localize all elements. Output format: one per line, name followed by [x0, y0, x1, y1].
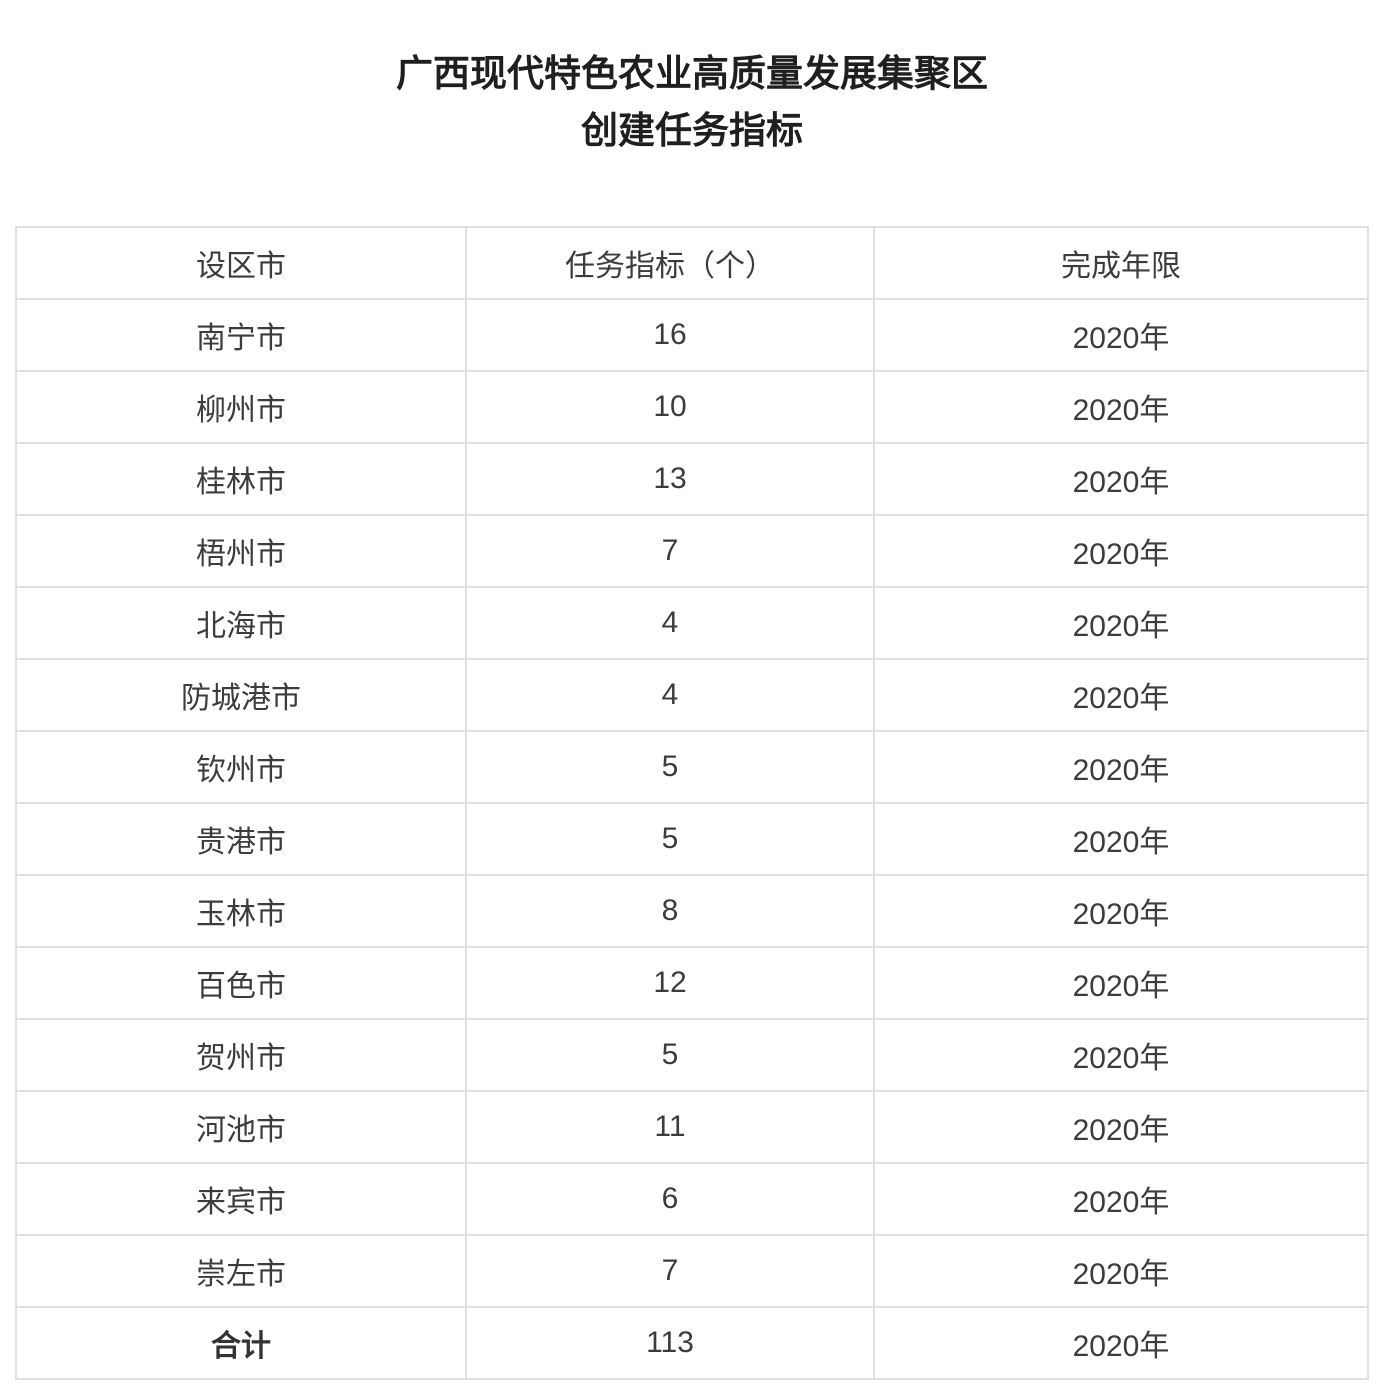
year-cell: 2020年 [873, 1018, 1369, 1092]
value-cell: 10 [465, 370, 875, 444]
table-row: 防城港市 4 2020年 [15, 658, 1369, 732]
table-header-row: 设区市 任务指标（个） 完成年限 [15, 226, 1369, 300]
table-row: 贵港市 5 2020年 [15, 802, 1369, 876]
city-cell: 贺州市 [15, 1018, 467, 1092]
header-year: 完成年限 [873, 226, 1369, 300]
city-cell: 来宾市 [15, 1162, 467, 1236]
value-cell: 5 [465, 802, 875, 876]
value-cell: 13 [465, 442, 875, 516]
table-row: 柳州市 10 2020年 [15, 370, 1369, 444]
city-cell: 北海市 [15, 586, 467, 660]
table-total-row: 合计 113 2020年 [15, 1306, 1369, 1380]
city-cell: 崇左市 [15, 1234, 467, 1308]
value-cell: 6 [465, 1162, 875, 1236]
city-cell: 钦州市 [15, 730, 467, 804]
year-cell: 2020年 [873, 874, 1369, 948]
city-cell: 玉林市 [15, 874, 467, 948]
year-cell: 2020年 [873, 1234, 1369, 1308]
table-row: 钦州市 5 2020年 [15, 730, 1369, 804]
city-cell: 梧州市 [15, 514, 467, 588]
value-cell: 12 [465, 946, 875, 1020]
task-indicator-table: 设区市 任务指标（个） 完成年限 南宁市 16 2020年 柳州市 10 202… [15, 226, 1369, 1380]
value-cell: 4 [465, 658, 875, 732]
header-city: 设区市 [15, 226, 467, 300]
table-row: 来宾市 6 2020年 [15, 1162, 1369, 1236]
table-row: 贺州市 5 2020年 [15, 1018, 1369, 1092]
year-cell: 2020年 [873, 658, 1369, 732]
table-row: 北海市 4 2020年 [15, 586, 1369, 660]
city-cell: 柳州市 [15, 370, 467, 444]
value-cell: 4 [465, 586, 875, 660]
total-year-cell: 2020年 [873, 1306, 1369, 1380]
table-row: 崇左市 7 2020年 [15, 1234, 1369, 1308]
value-cell: 7 [465, 1234, 875, 1308]
year-cell: 2020年 [873, 730, 1369, 804]
table-row: 河池市 11 2020年 [15, 1090, 1369, 1164]
value-cell: 5 [465, 730, 875, 804]
year-cell: 2020年 [873, 298, 1369, 372]
year-cell: 2020年 [873, 442, 1369, 516]
city-cell: 百色市 [15, 946, 467, 1020]
value-cell: 16 [465, 298, 875, 372]
year-cell: 2020年 [873, 370, 1369, 444]
page-title: 广西现代特色农业高质量发展集聚区 创建任务指标 [0, 0, 1384, 160]
total-value-cell: 113 [465, 1306, 875, 1380]
year-cell: 2020年 [873, 802, 1369, 876]
table-row: 南宁市 16 2020年 [15, 298, 1369, 372]
year-cell: 2020年 [873, 946, 1369, 1020]
header-value: 任务指标（个） [465, 226, 875, 300]
city-cell: 贵港市 [15, 802, 467, 876]
title-line-1: 广西现代特色农业高质量发展集聚区 [396, 54, 988, 95]
table-row: 桂林市 13 2020年 [15, 442, 1369, 516]
value-cell: 5 [465, 1018, 875, 1092]
year-cell: 2020年 [873, 586, 1369, 660]
value-cell: 7 [465, 514, 875, 588]
city-cell: 防城港市 [15, 658, 467, 732]
city-cell: 桂林市 [15, 442, 467, 516]
year-cell: 2020年 [873, 1162, 1369, 1236]
table-row: 百色市 12 2020年 [15, 946, 1369, 1020]
table-row: 玉林市 8 2020年 [15, 874, 1369, 948]
city-cell: 河池市 [15, 1090, 467, 1164]
city-cell: 南宁市 [15, 298, 467, 372]
year-cell: 2020年 [873, 514, 1369, 588]
year-cell: 2020年 [873, 1090, 1369, 1164]
title-line-2: 创建任务指标 [581, 111, 803, 152]
value-cell: 11 [465, 1090, 875, 1164]
total-label-cell: 合计 [15, 1306, 467, 1380]
value-cell: 8 [465, 874, 875, 948]
table-row: 梧州市 7 2020年 [15, 514, 1369, 588]
